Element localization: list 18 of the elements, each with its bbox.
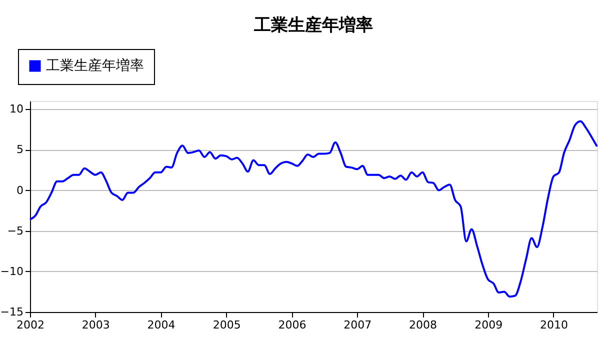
line-series: [29, 120, 598, 298]
y-tick-label: 10: [10, 102, 24, 116]
y-tick-label: −15: [0, 306, 24, 318]
chart-title: 工業生産年増率: [253, 14, 373, 36]
legend-label: 工業生産年増率: [46, 57, 144, 74]
y-tick-label: 5: [16, 143, 24, 156]
x-tick-label: 2006: [278, 318, 306, 332]
x-tick-label: 2002: [16, 318, 44, 332]
x-tick-label: 2010: [540, 318, 568, 332]
x-tick-label: 2007: [344, 318, 372, 332]
x-tick-label: 2004: [147, 318, 176, 332]
x-tick-label: 2003: [82, 318, 110, 332]
x-tick-label: 2009: [474, 318, 503, 332]
x-tick-label: 2008: [409, 318, 438, 332]
y-tick-label: −10: [0, 264, 24, 278]
y-tick-label: 0: [16, 184, 24, 197]
x-tick-label: 2005: [212, 318, 241, 332]
y-tick-label: −5: [7, 224, 24, 238]
